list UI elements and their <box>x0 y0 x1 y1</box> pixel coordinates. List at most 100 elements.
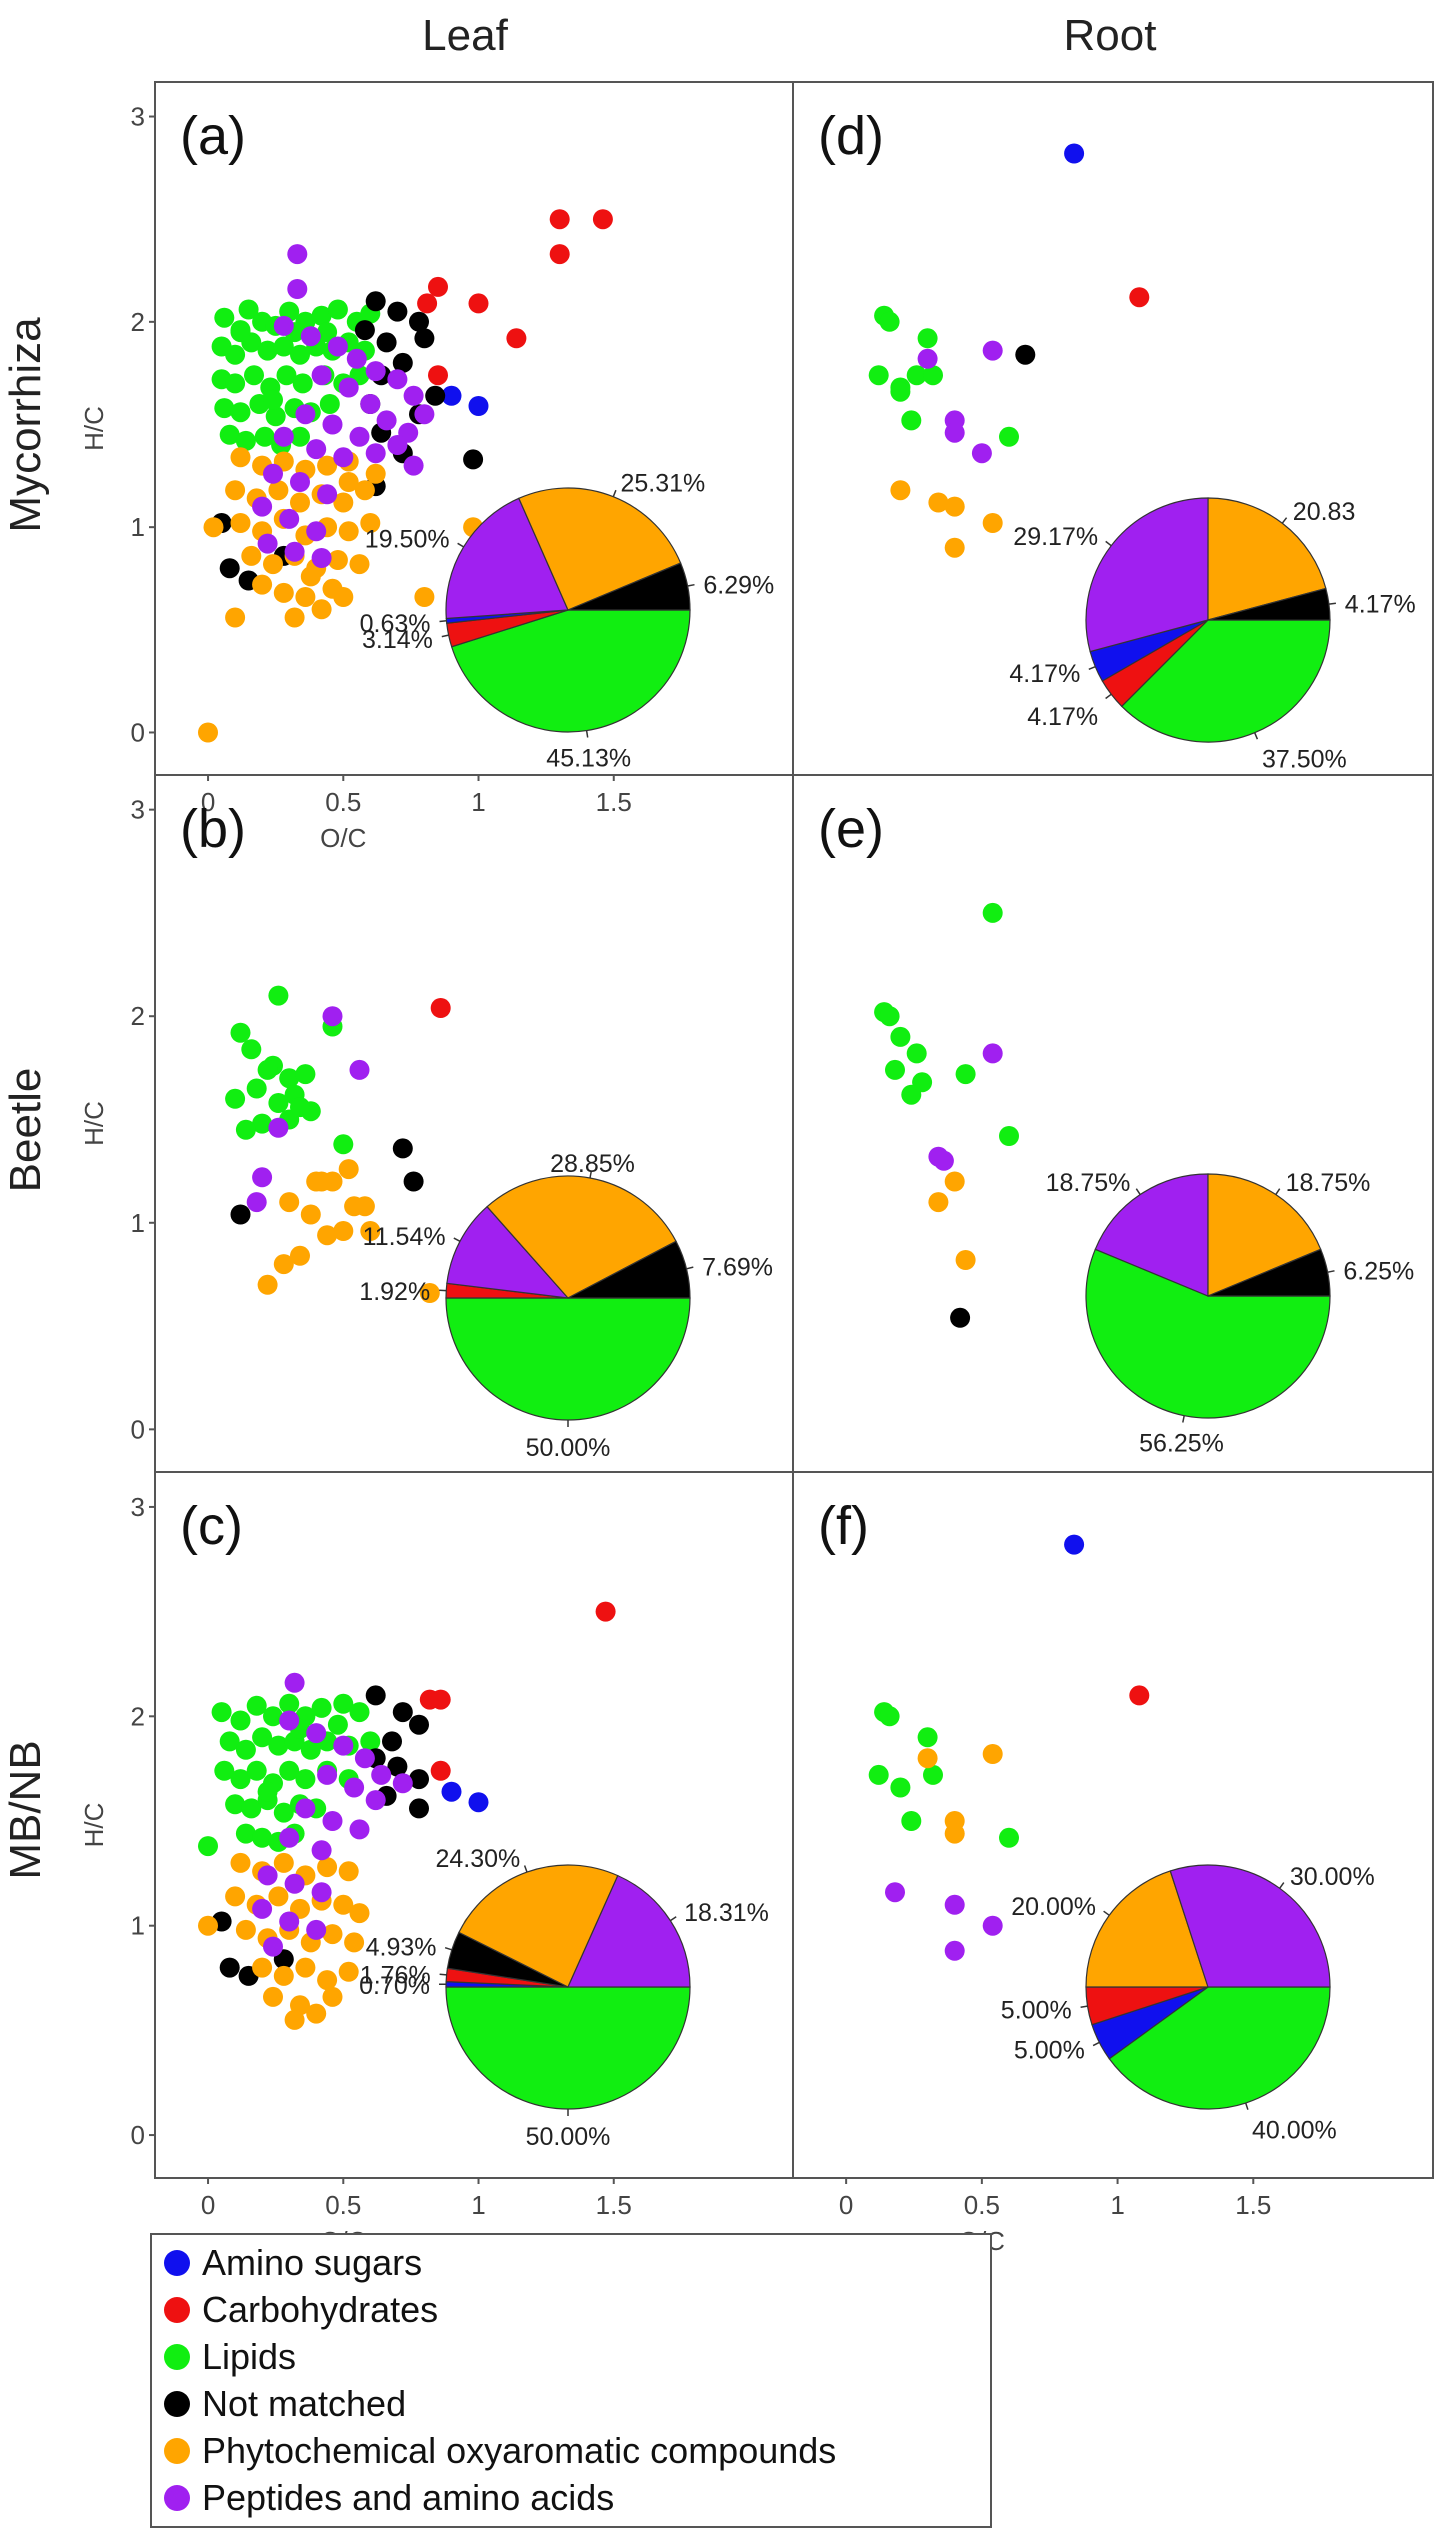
scatter-point-nm <box>403 1171 424 1192</box>
panel-letter: (e) <box>818 799 884 859</box>
scatter-point-nm <box>387 1756 408 1777</box>
scatter-point-lipid <box>219 424 240 445</box>
scatter-point-phyto <box>349 1903 370 1924</box>
scatter-point-phyto <box>360 513 381 533</box>
panel-e-pie: 56.25% 18.75% 18.75% 6.25% <box>1046 1169 1415 1458</box>
scatter-point-phyto <box>944 1823 965 1844</box>
scatter-point-pept <box>376 410 397 431</box>
scatter-point-lipid <box>917 1727 938 1748</box>
pie-leader-line <box>1103 1910 1110 1916</box>
pie-label-carb: 1.92% <box>359 1278 430 1306</box>
scatter-point-nm <box>392 1702 413 1723</box>
pie-leader-line <box>1279 1882 1285 1889</box>
row-title-mbnb: MB/NB <box>1 1740 50 1879</box>
legend-label-amino-sugars: Amino sugars <box>202 2241 423 2283</box>
scatter-point-lipid <box>230 1022 251 1043</box>
scatter-point-pept <box>290 472 310 492</box>
legend-label-lipids: Lipids <box>202 2335 297 2377</box>
legend-marker-not-matched <box>164 2390 190 2417</box>
scatter-point-phyto <box>306 2003 327 2024</box>
y-tick-label: 2 <box>131 1701 145 1731</box>
scatter-point-pept <box>944 422 965 443</box>
scatter-point-phyto <box>295 587 316 607</box>
scatter-point-lipid <box>225 1088 246 1109</box>
scatter-point-lipid <box>300 1739 321 1760</box>
scatter-point-pept <box>322 1006 343 1027</box>
pie-label-phyto: 18.75% <box>1286 1169 1371 1197</box>
scatter-point-pept <box>300 326 321 347</box>
scatter-point-phyto <box>333 587 354 607</box>
scatter-point-pept <box>933 1150 954 1171</box>
scatter-point-phyto <box>928 492 949 513</box>
pie-slice-phyto <box>486 1175 677 1299</box>
scatter-point-phyto <box>333 1221 354 1241</box>
scatter-point-nm <box>219 1957 240 1978</box>
y-tick-label: 3 <box>131 795 145 825</box>
scatter-point-pept <box>387 435 408 455</box>
pie-slice-phyto <box>458 1864 619 1988</box>
scatter-point-carb <box>430 1689 451 1710</box>
x-tick-label: 1.5 <box>596 787 632 817</box>
scatter-point-lipid <box>268 1735 289 1756</box>
scatter-point-carb <box>549 244 570 265</box>
pie-label-nm: 4.93% <box>366 1934 437 1962</box>
pie-leader-line <box>1244 2102 1249 2110</box>
scatter-point-lipid <box>244 365 264 386</box>
scatter-point-pept <box>944 1940 965 1961</box>
scatter-point-phyto <box>354 480 375 501</box>
scatter-point-lipid <box>238 299 259 320</box>
scatter-point-phyto <box>273 1965 294 1986</box>
panel-d-scatter: (d) <box>792 81 1434 776</box>
scatter-point-lipid <box>317 322 338 343</box>
scatter-point-pept <box>268 1117 289 1138</box>
scatter-point-phyto <box>203 517 224 538</box>
scatter-point-carb <box>549 209 570 230</box>
pie-label-phyto: 24.30% <box>436 1845 521 1873</box>
scatter-point-lipid <box>923 1764 943 1785</box>
legend-label-carbohydrates: Carbohydrates <box>202 2288 439 2330</box>
scatter-point-pept <box>346 348 367 369</box>
scatter-point-lipid <box>327 299 348 320</box>
scatter-point-lipid <box>219 1731 240 1752</box>
scatter-point-phyto <box>338 1961 359 1982</box>
scatter-point-pept <box>273 315 294 336</box>
scatter-point-phyto <box>338 521 359 542</box>
scatter-point-phyto <box>263 1986 283 2007</box>
scatter-point-pept <box>333 1735 354 1756</box>
scatter-point-amino <box>1064 143 1085 164</box>
pie-slice-lipid <box>445 1297 691 1421</box>
pie-label-pept: 18.31% <box>684 1899 769 1927</box>
scatter-point-lipid <box>241 1039 262 1060</box>
scatter-point-pept <box>317 1764 338 1785</box>
scatter-point-lipid <box>901 410 922 431</box>
scatter-point-nm <box>354 320 375 341</box>
scatter-point-lipid <box>214 307 235 328</box>
panel-f-pie: 40.00% 5.00% 5.00% 20.00% 30.00% <box>1001 1863 1375 2144</box>
scatter-point-pept <box>257 1865 278 1886</box>
scatter-point-pept <box>414 404 435 425</box>
scatter-point-nm <box>219 558 240 579</box>
scatter-point-pept <box>982 1915 1003 1936</box>
legend-item-peptides: Peptides and amino acids <box>152 2474 990 2521</box>
scatter-point-pept <box>944 1894 965 1915</box>
scatter-point-phyto <box>273 1254 294 1275</box>
scatter-point-nm <box>365 291 386 312</box>
scatter-point-lipid <box>246 1695 267 1716</box>
scatter-point-phyto <box>317 455 338 476</box>
scatter-point-phyto <box>322 1986 343 2007</box>
scatter-point-phyto <box>235 1919 256 1940</box>
scatter-point-lipid <box>879 1706 900 1727</box>
scatter-point-pept <box>279 1827 300 1848</box>
pie-leader-line <box>589 1170 593 1179</box>
scatter-point-pept <box>365 443 386 464</box>
col-title-root: Root <box>1064 11 1157 60</box>
scatter-point-phyto <box>230 513 251 533</box>
pie-leader-line <box>523 1865 528 1873</box>
x-axis-label: O/C <box>320 823 366 853</box>
scatter-point-nm <box>376 332 397 353</box>
scatter-point-pept <box>311 548 332 568</box>
pie-label-pept: 29.17% <box>1013 523 1098 551</box>
panel-a-pie: 45.13% 3.14%0.63% 19.50% 25.31% 6.29% <box>360 470 775 773</box>
scatter-point-carb <box>468 293 489 314</box>
